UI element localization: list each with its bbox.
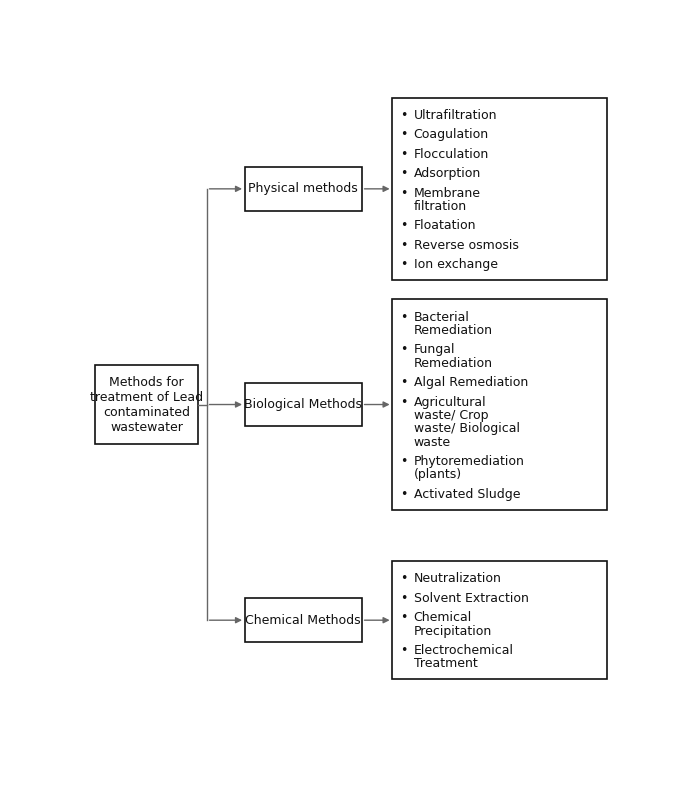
Text: waste: waste: [414, 436, 451, 449]
Bar: [393, 561, 608, 679]
Text: •: •: [401, 572, 408, 585]
Text: Precipitation: Precipitation: [414, 625, 492, 638]
Text: Coagulation: Coagulation: [414, 129, 489, 141]
Text: Agricultural: Agricultural: [414, 395, 486, 409]
Text: Fungal: Fungal: [414, 343, 456, 357]
Text: (plants): (plants): [414, 469, 462, 481]
Text: •: •: [401, 611, 408, 624]
Text: Adsorption: Adsorption: [414, 167, 481, 180]
Text: Algal Remediation: Algal Remediation: [414, 376, 528, 389]
Text: •: •: [401, 148, 408, 161]
Bar: [245, 167, 362, 211]
Text: Bacterial: Bacterial: [414, 311, 470, 323]
Text: •: •: [401, 343, 408, 357]
Bar: [245, 383, 362, 426]
Text: Neutralization: Neutralization: [414, 572, 501, 585]
Text: Chemical: Chemical: [414, 611, 472, 624]
Text: Phytoremediation: Phytoremediation: [414, 455, 525, 468]
Text: Solvent Extraction: Solvent Extraction: [414, 592, 529, 605]
Text: •: •: [401, 129, 408, 141]
Text: •: •: [401, 488, 408, 501]
Text: filtration: filtration: [414, 200, 467, 213]
Text: Remediation: Remediation: [414, 357, 493, 370]
Text: Chemical Methods: Chemical Methods: [245, 614, 361, 626]
Text: Activated Sludge: Activated Sludge: [414, 488, 520, 501]
Bar: [95, 365, 199, 444]
Text: •: •: [401, 187, 408, 200]
Text: Treatment: Treatment: [414, 657, 477, 671]
Text: •: •: [401, 109, 408, 122]
Text: •: •: [401, 239, 408, 252]
Text: •: •: [401, 644, 408, 657]
Text: waste/ Biological: waste/ Biological: [414, 422, 520, 436]
Text: •: •: [401, 376, 408, 389]
Text: Floatation: Floatation: [414, 219, 476, 233]
Text: •: •: [401, 258, 408, 271]
Text: Reverse osmosis: Reverse osmosis: [414, 239, 519, 252]
Text: •: •: [401, 592, 408, 605]
Text: •: •: [401, 311, 408, 323]
Text: Biological Methods: Biological Methods: [245, 398, 362, 411]
Text: Remediation: Remediation: [414, 324, 493, 337]
Text: Ion exchange: Ion exchange: [414, 258, 498, 271]
Text: Flocculation: Flocculation: [414, 148, 489, 161]
Bar: [245, 598, 362, 642]
Text: •: •: [401, 219, 408, 233]
Text: Methods for
treatment of Lead
contaminated
wastewater: Methods for treatment of Lead contaminat…: [90, 376, 203, 433]
Text: Ultrafiltration: Ultrafiltration: [414, 109, 497, 122]
Text: •: •: [401, 167, 408, 180]
Text: •: •: [401, 455, 408, 468]
Bar: [393, 299, 608, 510]
Text: •: •: [401, 395, 408, 409]
Text: waste/ Crop: waste/ Crop: [414, 409, 488, 422]
Text: Physical methods: Physical methods: [249, 182, 358, 196]
Bar: [393, 98, 608, 280]
Text: Membrane: Membrane: [414, 187, 481, 200]
Text: Electrochemical: Electrochemical: [414, 644, 514, 657]
